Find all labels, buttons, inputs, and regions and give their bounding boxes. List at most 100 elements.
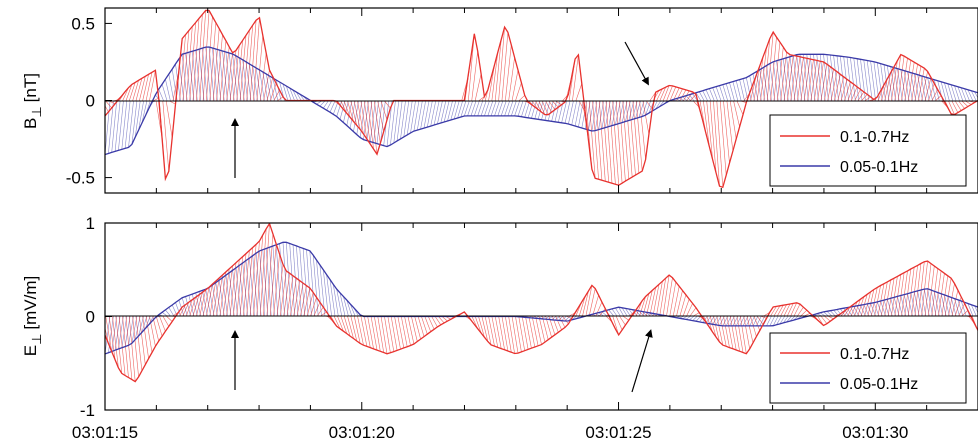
- bottom-ylabel: E⊥[mV/m]: [21, 276, 44, 357]
- top-series-0-stick: [220, 41, 226, 101]
- bottom-series-0-stick: [371, 316, 377, 350]
- bottom-series-0-stick: [489, 316, 495, 346]
- bottom-ytick-label: 0: [86, 308, 95, 327]
- bottom-series-0-stick: [505, 316, 511, 352]
- bottom-series-0-stick: [358, 316, 364, 345]
- top-series-0-stick: [707, 101, 713, 160]
- bottom-series-0-stick: [129, 316, 135, 382]
- bottom-series-0-stick: [781, 305, 787, 316]
- bottom-series-0-stick: [492, 316, 498, 347]
- top-series-0-stick: [737, 101, 743, 115]
- top-series-0-stick: [515, 83, 521, 101]
- xtick-label: 03:01:25: [585, 423, 651, 442]
- top-series-0-stick: [576, 84, 582, 102]
- bottom-ytick-label: -1: [80, 401, 95, 420]
- top-ytick-label: 0.5: [71, 14, 95, 33]
- bottom-series-0-stick: [515, 316, 521, 352]
- bottom-series-0-stick: [301, 286, 307, 316]
- top-panel: 0.5 0 -0.5 B⊥ [nT] 0.1-0.7Hz 0.05-0.1Hz: [21, 8, 978, 193]
- bottom-series-0-stick: [401, 316, 407, 347]
- bottom-series-0-stick: [663, 275, 669, 316]
- bottom-series-0-stick: [771, 306, 777, 316]
- bottom-series-0-stick: [522, 316, 528, 349]
- top-series-0-stick: [667, 86, 673, 101]
- bottom-series-0-stick: [364, 316, 370, 348]
- bottom-series-0-stick: [391, 316, 397, 350]
- top-series-0-stick: [834, 74, 840, 101]
- bottom-series-0-stick: [159, 316, 165, 331]
- bottom-series-0-stick: [787, 303, 793, 316]
- top-series-0-stick: [949, 101, 955, 115]
- bottom-series-0-stick: [660, 278, 666, 316]
- top-series-0-stick: [277, 97, 283, 101]
- top-series-0-stick: [146, 72, 152, 101]
- top-legend-label-1: 0.05-0.1Hz: [840, 159, 918, 176]
- bottom-series-0-stick: [532, 316, 538, 346]
- top-series-0-stick: [838, 77, 844, 101]
- xtick-label: 03:01:15: [72, 423, 138, 442]
- bottom-series-0-stick: [667, 278, 673, 316]
- top-ylabel: B⊥[nT]: [21, 73, 44, 129]
- bottom-series-0-stick: [499, 316, 505, 350]
- bottom-series-0-stick: [794, 304, 800, 316]
- bottom-series-0-stick: [297, 283, 303, 316]
- bottom-legend-label-1: 0.05-0.1Hz: [840, 376, 918, 393]
- bottom-series-0-stick: [290, 278, 296, 316]
- bottom-series-0-stick: [502, 316, 508, 351]
- bottom-yticks: 1 0 -1: [80, 214, 112, 420]
- top-ytick-label: 0: [86, 92, 95, 111]
- top-arrow-2: [625, 42, 647, 82]
- top-series-0-stick: [717, 101, 723, 187]
- top-series-0-stick: [254, 18, 260, 101]
- top-series-0-stick: [804, 59, 810, 101]
- top-series-1-stick: [142, 101, 147, 123]
- bottom-series-0-stick: [525, 316, 531, 348]
- bottom-series-0-stick: [398, 316, 404, 348]
- top-series-0-stick: [378, 101, 384, 132]
- bottom-ylabel-unit: [mV/m]: [21, 276, 40, 330]
- bottom-series-0-stick: [519, 316, 525, 351]
- top-series-0-stick: [593, 101, 599, 179]
- bottom-series-0-stick: [405, 316, 411, 346]
- top-ylabel-unit: [nT]: [21, 73, 40, 102]
- top-series-1-stick: [159, 89, 164, 101]
- bottom-series-0-stick: [166, 316, 172, 322]
- bottom-series-0-stick: [126, 316, 132, 380]
- bottom-series-0-stick: [536, 316, 542, 345]
- top-series-0-stick: [730, 101, 736, 139]
- bottom-series-0-stick: [415, 316, 421, 339]
- top-series-0-stick: [502, 32, 508, 101]
- bottom-series-0-stick: [710, 316, 716, 337]
- bottom-series-0-stick: [99, 316, 105, 335]
- top-series-0-stick: [475, 74, 481, 101]
- bottom-series-0-stick: [777, 305, 783, 316]
- bottom-series-0-stick: [304, 288, 310, 316]
- bottom-series-0-stick: [388, 316, 394, 352]
- bottom-series-0-stick: [539, 316, 545, 342]
- top-ylabel-sub: ⊥: [29, 106, 44, 117]
- bottom-series-0-stick: [791, 303, 797, 316]
- bottom-ylabel-sub: ⊥: [29, 334, 44, 345]
- bottom-series-0-stick: [509, 316, 515, 354]
- top-series-0-stick: [381, 101, 387, 120]
- top-series-0-stick: [143, 74, 149, 101]
- bottom-legend: 0.1-0.7Hz 0.05-0.1Hz: [770, 333, 966, 403]
- top-series-0-stick: [626, 101, 632, 177]
- bottom-arrow-2: [632, 333, 650, 392]
- bottom-legend-label-0: 0.1-0.7Hz: [840, 346, 909, 363]
- bottom-series-0-stick: [136, 316, 142, 371]
- top-series-0-stick: [636, 101, 642, 171]
- top-series-0-stick: [233, 45, 239, 101]
- bottom-series-0-stick: [133, 316, 139, 377]
- top-series-0-stick: [828, 69, 834, 101]
- top-series-0-stick: [384, 101, 390, 108]
- bottom-series-0-stick: [395, 316, 401, 349]
- top-legend-label-0: 0.1-0.7Hz: [840, 129, 909, 146]
- xtick-label: 03:01:30: [842, 423, 908, 442]
- top-series-0-stick: [633, 101, 639, 173]
- top-series-0-stick: [274, 90, 280, 101]
- bottom-series-0-stick: [287, 276, 293, 316]
- top-series-0-stick: [572, 55, 578, 101]
- bottom-series-0-stick: [411, 316, 417, 342]
- bottom-ytick-label: 1: [86, 214, 95, 233]
